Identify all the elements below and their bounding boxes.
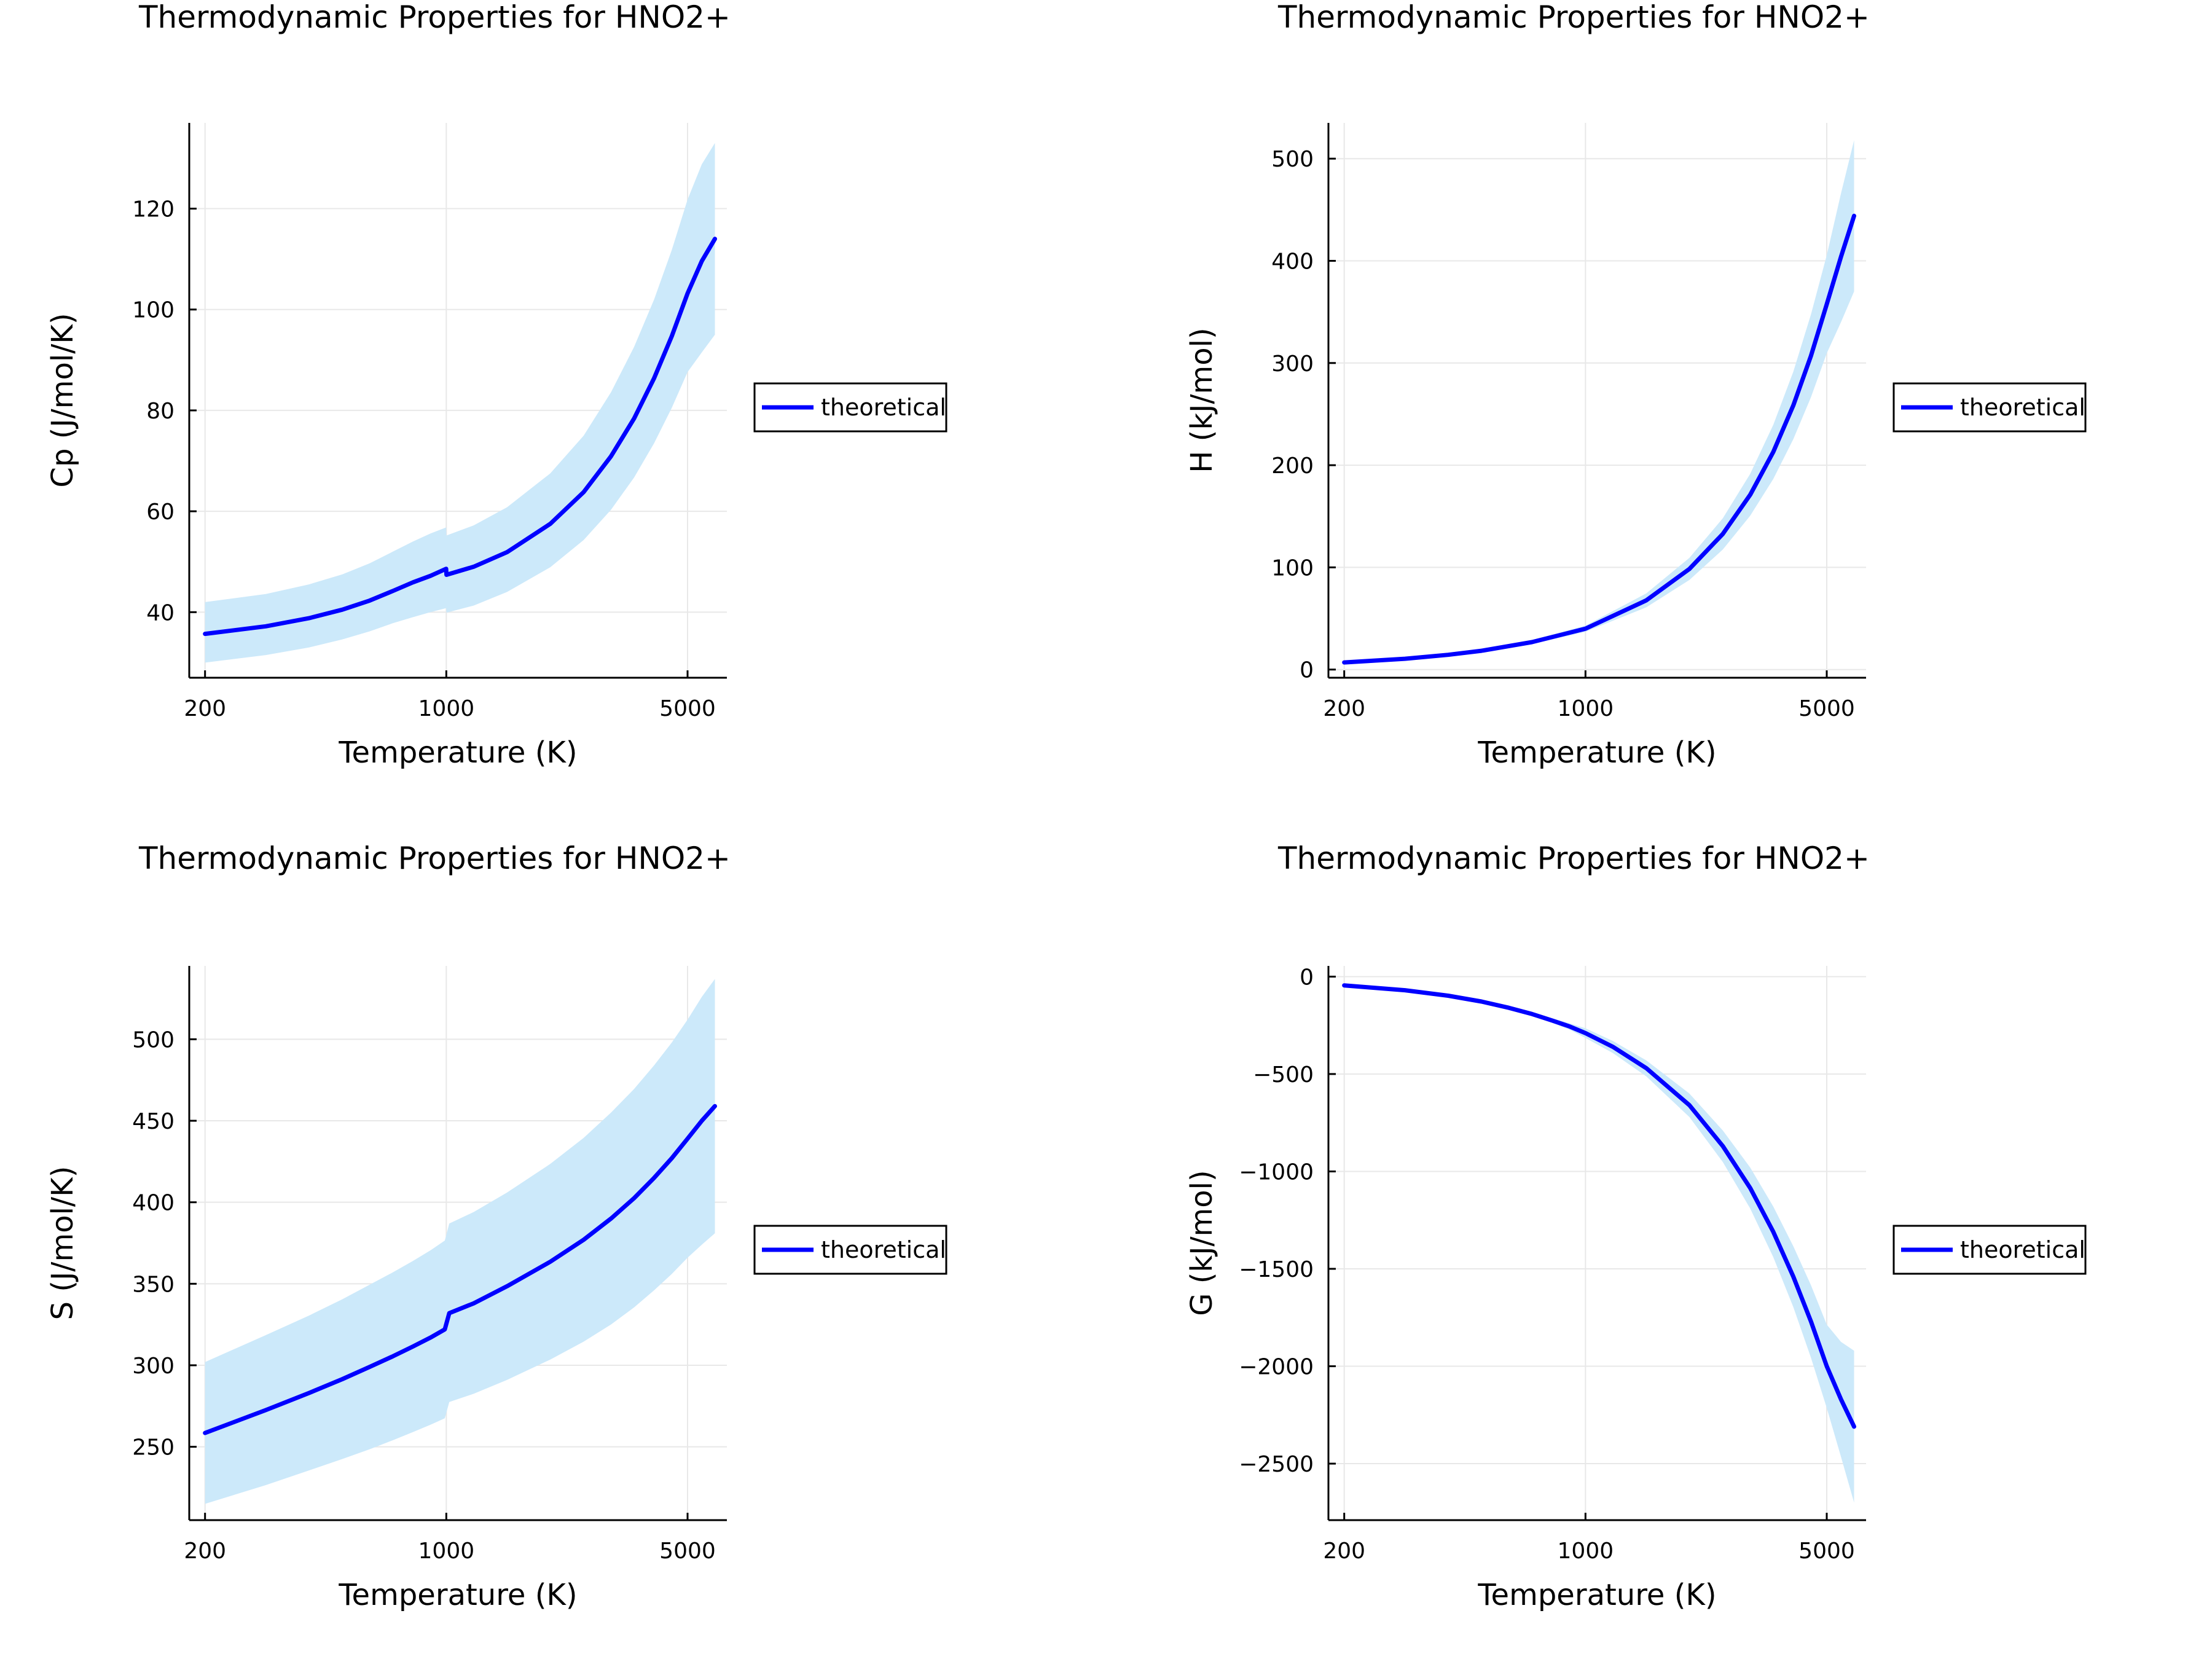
x-tick-label: 1000 <box>418 696 475 721</box>
x-tick-label: 200 <box>184 1539 226 1564</box>
y-tick-label: −1000 <box>1239 1159 1314 1185</box>
x-tick-label: 5000 <box>1798 1539 1855 1564</box>
y-tick-label: 500 <box>132 1027 175 1053</box>
legend: theoretical <box>1892 382 2087 433</box>
y-axis-label: S (J/mol/K) <box>45 1166 80 1320</box>
legend-label: theoretical <box>1960 394 2085 421</box>
y-tick-label: −2000 <box>1239 1355 1314 1380</box>
y-tick-label: 350 <box>132 1272 175 1297</box>
y-tick-label: 80 <box>146 399 175 424</box>
legend-label: theoretical <box>1960 1236 2085 1263</box>
x-tick-label: 200 <box>1323 696 1365 721</box>
x-tick-label: 200 <box>184 696 226 721</box>
y-tick-label: 100 <box>132 298 175 323</box>
y-axis-label: G (kJ/mol) <box>1185 1170 1219 1316</box>
x-tick-label: 1000 <box>1558 696 1614 721</box>
y-tick-label: 60 <box>146 500 175 525</box>
y-tick-label: 100 <box>1271 555 1314 581</box>
y-tick-label: 450 <box>132 1109 175 1134</box>
series-line-theoretical <box>203 237 717 637</box>
y-tick-label: 0 <box>1300 965 1314 990</box>
x-axis-label: Temperature (K) <box>338 1578 577 1612</box>
x-tick-label: 5000 <box>1798 696 1855 721</box>
chart-panel-4: 200 1000 5000 0 −500 −1000 −1500 −2000 −2500 Ther… <box>1185 841 2087 1612</box>
y-tick-label: 0 <box>1300 658 1314 683</box>
legend-label: theoretical <box>821 394 946 421</box>
legend: theoretical <box>753 382 947 433</box>
y-tick-label: −2500 <box>1239 1452 1314 1477</box>
y-tick-label: 300 <box>1271 351 1314 377</box>
series-line-theoretical <box>1342 983 1856 1429</box>
x-axis-label: Temperature (K) <box>1477 1578 1716 1612</box>
y-tick-label: 400 <box>132 1191 175 1216</box>
y-tick-label: 120 <box>132 197 175 222</box>
y-tick-label: −1500 <box>1239 1257 1314 1282</box>
chart-title: Thermodynamic Properties for HNO2+ <box>138 0 731 35</box>
chart-title: Thermodynamic Properties for HNO2+ <box>1277 0 1870 35</box>
series-line-theoretical <box>1342 213 1856 665</box>
y-tick-label: 500 <box>1271 147 1314 172</box>
y-tick-label: 40 <box>146 600 175 626</box>
confidence-band <box>205 979 715 1504</box>
chart-panel-1: 200 1000 5000 40 60 80 100 120 Thermodynamic Pro… <box>45 0 947 770</box>
chart-panel-3: 200 1000 5000 250 300 350 400 450 500 Thermodynam… <box>45 841 947 1612</box>
series-line-theoretical <box>203 1104 717 1435</box>
legend-label: theoretical <box>821 1236 946 1263</box>
legend: theoretical <box>753 1225 947 1275</box>
confidence-band <box>1344 140 1854 663</box>
x-tick-label: 5000 <box>659 696 716 721</box>
x-axis-label: Temperature (K) <box>338 735 577 770</box>
x-tick-label: 5000 <box>659 1539 716 1564</box>
chart-title: Thermodynamic Properties for HNO2+ <box>138 841 731 876</box>
y-tick-label: −500 <box>1253 1062 1314 1088</box>
x-tick-label: 1000 <box>1558 1539 1614 1564</box>
confidence-band <box>205 143 715 663</box>
y-tick-label: 250 <box>132 1435 175 1461</box>
x-tick-label: 1000 <box>418 1539 475 1564</box>
chart-panel-2: 200 1000 5000 0 100 200 300 400 500 Thermodynamic… <box>1185 0 2087 770</box>
x-tick-label: 200 <box>1323 1539 1365 1564</box>
chart-title: Thermodynamic Properties for HNO2+ <box>1277 841 1870 876</box>
legend: theoretical <box>1892 1225 2087 1275</box>
y-axis-label: Cp (J/mol/K) <box>45 313 80 487</box>
y-tick-label: 200 <box>1271 453 1314 479</box>
y-axis-label: H (kJ/mol) <box>1185 327 1219 473</box>
y-tick-label: 300 <box>132 1354 175 1379</box>
y-tick-label: 400 <box>1271 249 1314 275</box>
x-axis-label: Temperature (K) <box>1477 735 1716 770</box>
